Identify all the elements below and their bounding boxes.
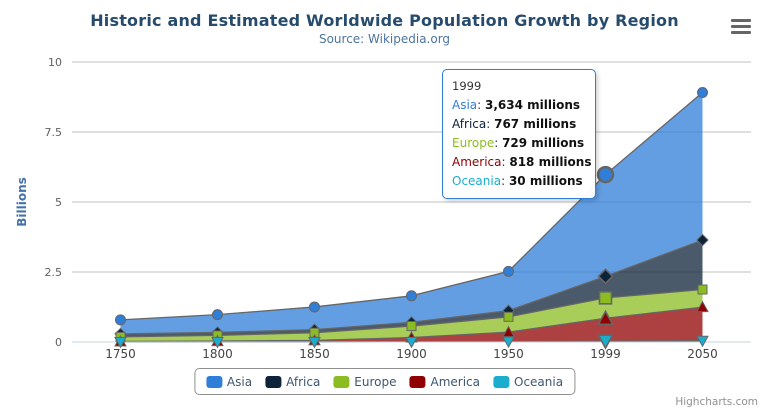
area-america[interactable] — [120, 307, 703, 342]
point-oceania-1750[interactable] — [114, 336, 127, 349]
point-oceania-1850[interactable] — [308, 336, 321, 349]
y-axis-label: 10 — [48, 56, 62, 69]
y-axis-title: Billions — [15, 177, 29, 227]
tooltip-rows: Asia: 3,634 millions Africa: 767 millions… — [452, 96, 592, 191]
tooltip-row-america: America: 818 millions — [452, 155, 592, 169]
point-oceania-1999[interactable] — [597, 334, 614, 350]
point-america-1999[interactable] — [597, 309, 614, 326]
point-asia-1850[interactable] — [309, 301, 320, 313]
legend-label: America — [430, 374, 481, 389]
tooltip-series-label: Africa — [452, 117, 487, 131]
tooltip-series-label: Asia — [452, 98, 478, 112]
point-africa-1999[interactable] — [597, 268, 614, 285]
tooltip-header: 1999 — [452, 79, 482, 93]
legend-label: Oceania — [514, 374, 564, 389]
point-asia-1950[interactable] — [503, 265, 514, 277]
point-africa-2050[interactable] — [696, 233, 709, 247]
tooltip-row-europe: Europe: 729 millions — [452, 136, 585, 150]
tooltip-series-label: America — [452, 155, 502, 169]
point-europe-2050[interactable] — [697, 284, 708, 295]
y-axis-label: 2.5 — [45, 266, 63, 279]
point-oceania-2050[interactable] — [696, 335, 709, 348]
legend-swatch-icon — [265, 375, 282, 388]
x-axis-label: 2050 — [687, 347, 718, 361]
y-axis-label: 7.5 — [45, 126, 63, 139]
x-axis-label: 1850 — [299, 347, 330, 361]
legend-swatch-icon — [409, 375, 426, 388]
y-axis-label: 5 — [55, 196, 62, 209]
point-asia-1999[interactable] — [596, 165, 615, 184]
legend-item-america[interactable]: America — [409, 374, 481, 389]
highcharts-credits-link[interactable]: Highcharts.com — [675, 396, 758, 408]
legend-item-oceania[interactable]: Oceania — [493, 375, 563, 389]
point-america-2050[interactable] — [696, 300, 709, 313]
legend-label: Europe — [354, 374, 397, 389]
tooltip: 1999 Asia: 3,634 millions Africa: 767 mil… — [442, 69, 596, 199]
tooltip-series-value: 767 millions — [494, 117, 577, 131]
x-axis-label: 1800 — [202, 347, 233, 361]
tooltip-row-africa: Africa: 767 millions — [452, 117, 577, 131]
tooltip-series-label: Europe — [452, 136, 495, 150]
point-europe-1900[interactable] — [406, 321, 417, 332]
legend: Asia Africa Europe America Oceania — [193, 368, 576, 395]
chart-title: Historic and Estimated Worldwide Populat… — [90, 11, 679, 30]
point-asia-2050[interactable] — [697, 87, 708, 99]
point-oceania-1800[interactable] — [211, 336, 224, 349]
area-asia[interactable] — [120, 92, 703, 334]
point-oceania-1900[interactable] — [405, 336, 418, 349]
legend-label: Asia — [226, 374, 253, 389]
tooltip-series-value: 30 millions — [508, 174, 583, 188]
legend-swatch-icon — [205, 375, 222, 388]
point-asia-1800[interactable] — [212, 309, 223, 321]
tooltip-series-value: 729 millions — [502, 136, 585, 150]
x-axis-label: 1999 — [590, 347, 621, 361]
point-asia-1900[interactable] — [406, 290, 417, 302]
point-europe-1950[interactable] — [503, 311, 514, 322]
legend-item-asia[interactable]: Asia — [205, 374, 253, 389]
x-axis-label: 1900 — [396, 347, 427, 361]
tooltip-series-value: 818 millions — [509, 155, 592, 169]
tooltip-series-value: 3,634 millions — [485, 98, 581, 112]
point-asia-1750[interactable] — [115, 314, 126, 326]
legend-swatch-icon — [333, 375, 350, 388]
point-europe-1999[interactable] — [598, 291, 613, 305]
chart-subtitle: Source: Wikipedia.org — [318, 32, 451, 46]
chart-menu-button[interactable] — [729, 14, 757, 38]
legend-label: Africa — [286, 374, 321, 389]
x-axis-label: 1750 — [105, 347, 136, 361]
legend-item-europe[interactable]: Europe — [333, 374, 397, 389]
x-axis-label: 1950 — [493, 347, 524, 361]
tooltip-series-label: Oceania — [452, 174, 502, 188]
area-africa[interactable] — [120, 240, 703, 337]
legend-item-africa[interactable]: Africa — [265, 375, 320, 389]
legend-swatch-icon — [493, 375, 510, 388]
y-axis-label: 0 — [55, 336, 62, 349]
tooltip-row-asia: Asia: 3,634 millions — [452, 98, 581, 112]
tooltip-row-oceania: Oceania: 30 millions — [452, 174, 583, 188]
point-oceania-1950[interactable] — [502, 336, 515, 349]
